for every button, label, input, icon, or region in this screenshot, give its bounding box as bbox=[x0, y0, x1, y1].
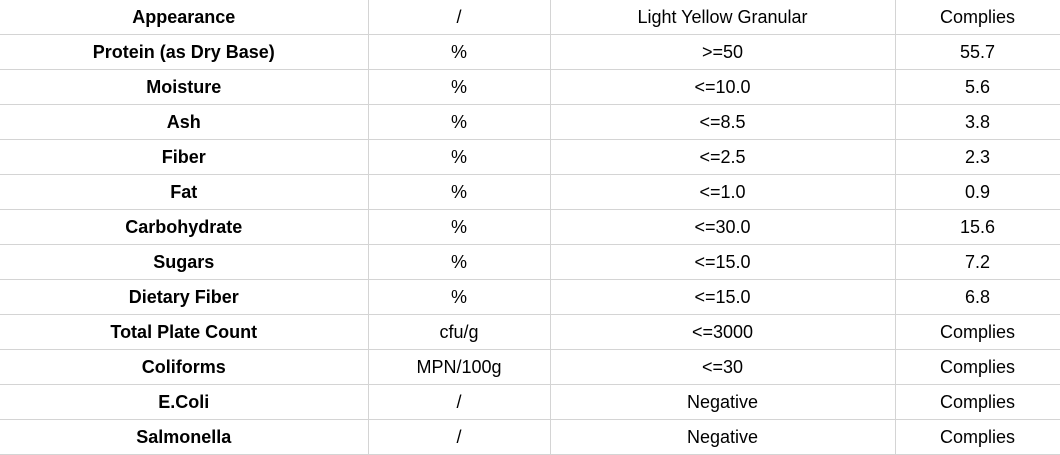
unit-cell: % bbox=[367, 69, 551, 105]
result-cell: 3.8 bbox=[894, 104, 1060, 140]
specification-cell: <=15.0 bbox=[549, 279, 896, 315]
specification-cell: >=50 bbox=[549, 34, 896, 70]
specification-cell: <=3000 bbox=[549, 314, 896, 350]
table-row: Appearance / Light Yellow Granular Complies bbox=[0, 0, 1060, 35]
result-cell: 0.9 bbox=[894, 174, 1060, 210]
table-row: Sugars% <=15.0 7.2 bbox=[0, 244, 1060, 280]
item-cell: Ash bbox=[0, 104, 369, 140]
result-cell: 7.2 bbox=[894, 244, 1060, 280]
result-cell: 15.6 bbox=[894, 209, 1060, 245]
specification-cell: <=1.0 bbox=[549, 174, 896, 210]
unit-cell: % bbox=[367, 209, 551, 245]
specification-cell: <=30 bbox=[549, 349, 896, 385]
item-cell: Salmonella bbox=[0, 419, 369, 455]
result-cell: Complies bbox=[894, 349, 1060, 385]
specification-cell: <=30.0 bbox=[549, 209, 896, 245]
table-row: Salmonella / Negative Complies bbox=[0, 419, 1060, 455]
unit-cell: / bbox=[367, 0, 551, 35]
result-cell: Complies bbox=[894, 384, 1060, 420]
result-cell: 55.7 bbox=[894, 34, 1060, 70]
specification-cell: <=10.0 bbox=[549, 69, 896, 105]
table-row: Coliforms MPN/100g <=30 Complies bbox=[0, 349, 1060, 385]
table-row: Ash% <=8.5 3.8 bbox=[0, 104, 1060, 140]
item-cell: Dietary Fiber bbox=[0, 279, 369, 315]
unit-cell: / bbox=[367, 419, 551, 455]
item-cell: Coliforms bbox=[0, 349, 369, 385]
item-cell: Sugars bbox=[0, 244, 369, 280]
result-cell: 5.6 bbox=[894, 69, 1060, 105]
table-row: Protein (as Dry Base)% >=50 55.7 bbox=[0, 34, 1060, 70]
item-cell: E.Coli bbox=[0, 384, 369, 420]
unit-cell: / bbox=[367, 384, 551, 420]
unit-cell: MPN/100g bbox=[367, 349, 551, 385]
unit-cell: % bbox=[367, 174, 551, 210]
item-cell: Fiber bbox=[0, 139, 369, 175]
specification-cell: Light Yellow Granular bbox=[549, 0, 896, 35]
item-cell: Carbohydrate bbox=[0, 209, 369, 245]
result-cell: Complies bbox=[894, 314, 1060, 350]
unit-cell: % bbox=[367, 34, 551, 70]
item-cell: Fat bbox=[0, 174, 369, 210]
result-cell: 2.3 bbox=[894, 139, 1060, 175]
unit-cell: % bbox=[367, 139, 551, 175]
unit-cell: cfu/g bbox=[367, 314, 551, 350]
unit-cell: % bbox=[367, 244, 551, 280]
table-row: Moisture% <=10.0 5.6 bbox=[0, 69, 1060, 105]
result-cell: Complies bbox=[894, 419, 1060, 455]
table-row: Carbohydrate% <=30.0 15.6 bbox=[0, 209, 1060, 245]
table-row: Total Plate Count cfu/g <=3000 Complies bbox=[0, 314, 1060, 350]
specification-cell: Negative bbox=[549, 419, 896, 455]
result-cell: Complies bbox=[894, 0, 1060, 35]
item-cell: Moisture bbox=[0, 69, 369, 105]
specification-cell: <=2.5 bbox=[549, 139, 896, 175]
table-row: E.Coli / Negative Complies bbox=[0, 384, 1060, 420]
item-cell: Protein (as Dry Base) bbox=[0, 34, 369, 70]
table-row: Fat% <=1.0 0.9 bbox=[0, 174, 1060, 210]
specification-cell: Negative bbox=[549, 384, 896, 420]
specification-cell: <=8.5 bbox=[549, 104, 896, 140]
specification-cell: <=15.0 bbox=[549, 244, 896, 280]
table-row: Fiber% <=2.5 2.3 bbox=[0, 139, 1060, 175]
unit-cell: % bbox=[367, 104, 551, 140]
item-cell: Appearance bbox=[0, 0, 369, 35]
unit-cell: % bbox=[367, 279, 551, 315]
item-cell: Total Plate Count bbox=[0, 314, 369, 350]
result-cell: 6.8 bbox=[894, 279, 1060, 315]
table-row: Dietary Fiber% <=15.0 6.8 bbox=[0, 279, 1060, 315]
